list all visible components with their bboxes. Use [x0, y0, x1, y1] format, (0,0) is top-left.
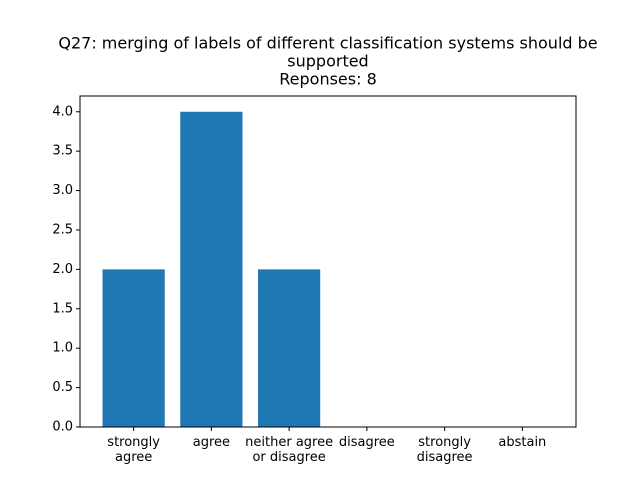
x-tick-label: abstain [498, 435, 547, 450]
x-tick-label: neither agree or disagree [245, 435, 334, 465]
y-tick-label: 0.0 [52, 420, 73, 435]
plot-frame [79, 95, 577, 428]
y-tick-label: 0.5 [52, 380, 73, 395]
y-tick-label: 3.5 [52, 144, 73, 159]
bar [258, 269, 321, 427]
x-tick-label: disagree [338, 435, 395, 450]
y-tick-label: 1.0 [52, 341, 73, 356]
y-tick-label: 2.0 [52, 262, 73, 277]
x-tick-label: strongly disagree [416, 435, 473, 465]
y-tick-label: 1.5 [52, 301, 73, 316]
bar [180, 111, 243, 427]
y-tick-label: 4.0 [52, 104, 73, 119]
y-tick-label: 2.5 [52, 222, 73, 237]
bar [102, 269, 165, 427]
y-tick-label: 3.0 [52, 183, 73, 198]
chart-title: Reponses: 8 [279, 70, 377, 89]
chart-title: supported [287, 52, 368, 71]
chart-title: Q27: merging of labels of different clas… [58, 34, 597, 53]
x-tick-label: strongly agree [107, 435, 160, 465]
x-tick-label: agree [192, 435, 231, 450]
